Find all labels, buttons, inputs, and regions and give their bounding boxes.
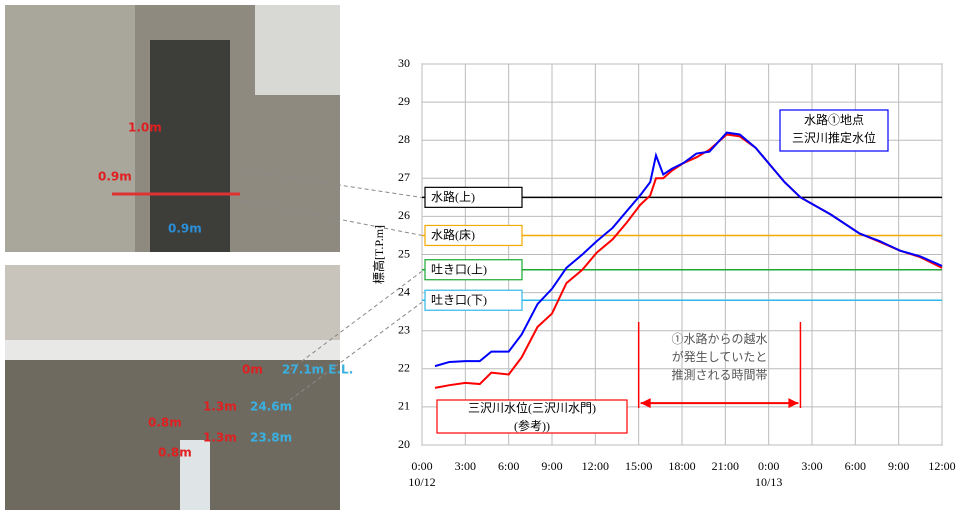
- x-tick-label: 3:00: [801, 459, 822, 473]
- connector: [289, 268, 426, 371]
- connector: [239, 199, 426, 237]
- photo-rail: [5, 340, 340, 360]
- x-tick-label: 12:00: [582, 459, 609, 473]
- photo-label: 0.8m: [148, 416, 182, 430]
- y-tick-label: 25: [398, 246, 410, 260]
- photo-label: 0m: [242, 363, 263, 377]
- photo-wall: [5, 5, 135, 252]
- y-tick-label: 26: [398, 208, 410, 222]
- x-tick-label: 12:00: [928, 459, 955, 473]
- reference-label: 水路(上): [431, 189, 475, 204]
- y-axis-label: 標高[T.P.m]: [371, 225, 386, 284]
- photo-label: 1.0m: [128, 121, 162, 135]
- reference-label: 水路(床): [431, 227, 475, 242]
- x-tick-label: 9:00: [541, 459, 562, 473]
- photo-label: 1.3m: [203, 431, 237, 445]
- reference-label-box: [424, 186, 523, 208]
- x-date-label: 10/13: [755, 475, 782, 489]
- y-tick-label: 28: [398, 132, 410, 146]
- legend-box: [779, 109, 889, 152]
- photo-water: [180, 440, 210, 510]
- y-tick-label: 20: [398, 437, 410, 451]
- x-tick-label: 21:00: [712, 459, 739, 473]
- connector: [239, 169, 426, 199]
- x-tick-label: 18:00: [668, 459, 695, 473]
- y-tick-label: 30: [398, 56, 410, 70]
- photo-label: 24.6m: [250, 400, 292, 414]
- photo-houses: [5, 265, 340, 340]
- legend-label: 水路①地点三沢川推定水位: [792, 112, 876, 145]
- x-tick-label: 0:00: [411, 459, 432, 473]
- x-tick-label: 3:00: [455, 459, 476, 473]
- photo-label: 23.8m: [250, 431, 292, 445]
- legend-box: [436, 399, 628, 434]
- series-line: [434, 131, 943, 368]
- photo-label: 1.3m: [203, 400, 237, 414]
- x-tick-label: 0:00: [758, 459, 779, 473]
- y-tick-label: 29: [398, 94, 410, 108]
- y-tick-label: 24: [398, 284, 410, 298]
- legend-label: 三沢川水位(三沢川水門) (参考)): [468, 400, 596, 433]
- y-tick-label: 27: [398, 170, 410, 184]
- y-tick-label: 23: [398, 322, 410, 336]
- photo-label: 0.8m: [158, 446, 192, 460]
- reference-label-box: [424, 259, 523, 281]
- connector: [289, 299, 426, 401]
- photo-label: 0.9m: [98, 170, 132, 184]
- reference-label-box: [424, 224, 523, 247]
- reference-label: 吐き口(下): [431, 293, 487, 307]
- photo-label: 0.9m: [168, 222, 202, 236]
- annotation-text: ①水路からの越水が発生していたと推測される時間帯: [672, 331, 768, 382]
- x-tick-label: 6:00: [845, 459, 866, 473]
- y-tick-label: 21: [398, 399, 410, 413]
- photo-box: [255, 5, 340, 95]
- x-date-label: 10/12: [408, 475, 435, 489]
- reference-label-box: [424, 289, 523, 311]
- x-tick-label: 6:00: [498, 459, 519, 473]
- photos: 1.0m 0.9m 0.9m 0m 27.1m E.L. 1.3m 24.6m 0.8m 1.3…: [5, 5, 426, 510]
- x-tick-label: 9:00: [888, 459, 909, 473]
- connectors: [239, 169, 426, 401]
- photo-label: 27.1m E.L.: [282, 363, 353, 377]
- reference-label: 吐き口(上): [431, 262, 487, 276]
- photo-channel: [150, 40, 230, 252]
- y-tick-label: 22: [398, 361, 410, 375]
- x-tick-label: 15:00: [625, 459, 652, 473]
